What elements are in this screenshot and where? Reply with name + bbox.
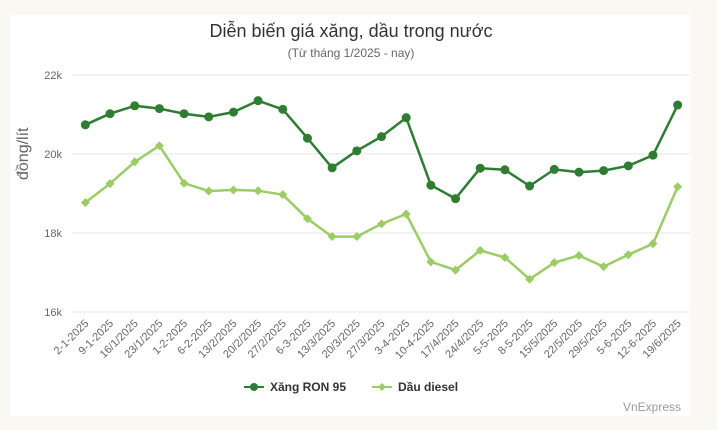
data-point[interactable] [623,250,633,260]
data-point[interactable] [377,132,386,142]
data-point[interactable] [105,179,115,189]
data-point[interactable] [302,133,312,143]
source-credit: VnExpress [622,400,681,414]
data-point[interactable] [179,178,189,188]
data-point[interactable] [574,251,584,261]
data-point[interactable] [278,104,288,114]
data-point[interactable] [228,185,238,195]
chart-subtitle: (Từ tháng 1/2025 - nay) [287,46,415,60]
data-point[interactable] [574,167,584,177]
data-point[interactable] [525,274,535,284]
diamond-marker-icon [372,383,392,391]
y-tick-label: 20k [44,149,62,161]
series-ron95 [80,96,683,204]
data-point[interactable] [327,232,337,242]
data-point[interactable] [327,163,337,173]
data-point[interactable] [401,209,411,219]
data-point[interactable] [401,113,411,123]
data-point[interactable] [525,181,535,191]
data-point[interactable] [352,232,362,242]
data-point[interactable] [253,186,263,196]
data-point[interactable] [426,257,436,267]
data-point[interactable] [228,107,238,117]
data-point[interactable] [500,165,510,175]
series-diesel [80,141,683,284]
data-point[interactable] [352,146,362,156]
data-point[interactable] [302,214,312,224]
series-line [84,99,679,200]
data-point[interactable] [549,258,559,268]
y-axis-label: đồng/lít [15,127,32,180]
chart-title: Diễn biến giá xăng, dầu trong nước [209,21,493,41]
data-point[interactable] [179,109,189,119]
data-point[interactable] [154,141,164,151]
data-point[interactable] [105,109,115,119]
legend-label: Xăng RON 95 [269,380,346,394]
data-point[interactable] [130,157,140,167]
data-point[interactable] [154,104,164,114]
y-tick-label: 18k [44,228,62,240]
y-tick-label: 22k [44,70,62,82]
legend-item-diesel[interactable]: Dầu diesel [372,380,458,394]
data-point[interactable] [80,120,90,130]
data-point[interactable] [426,180,436,190]
data-point[interactable] [278,190,288,200]
data-point[interactable] [549,164,559,174]
chart-card [10,15,691,416]
legend: Xăng RON 95 Dầu diesel [0,380,702,394]
grid-lines [73,74,690,313]
data-point[interactable] [475,163,485,173]
data-point[interactable] [80,198,90,208]
data-point[interactable] [475,245,485,255]
series-layer [80,96,683,284]
data-point[interactable] [377,219,386,229]
data-point[interactable] [204,112,214,122]
data-point[interactable] [599,166,609,176]
data-point[interactable] [130,101,140,111]
circle-marker-icon [243,383,264,391]
y-axis-ticks: 16k 18k 20k 22k [44,70,62,319]
legend-label: Dầu diesel [398,380,459,394]
data-point[interactable] [451,194,461,204]
data-point[interactable] [451,265,461,275]
data-point[interactable] [673,182,683,192]
data-point[interactable] [500,252,510,262]
data-point[interactable] [648,239,658,249]
y-tick-label: 16k [44,307,62,319]
data-point[interactable] [623,161,633,171]
legend-item-ron95[interactable]: Xăng RON 95 [243,380,346,394]
data-point[interactable] [648,150,658,160]
data-point[interactable] [253,96,263,106]
x-axis-ticks: 2-1-20259-1-202516/1/202523/1/20251-2-20… [52,318,684,362]
data-point[interactable] [599,262,609,272]
data-point[interactable] [204,186,214,196]
series-line [84,144,679,281]
data-point[interactable] [673,100,683,110]
